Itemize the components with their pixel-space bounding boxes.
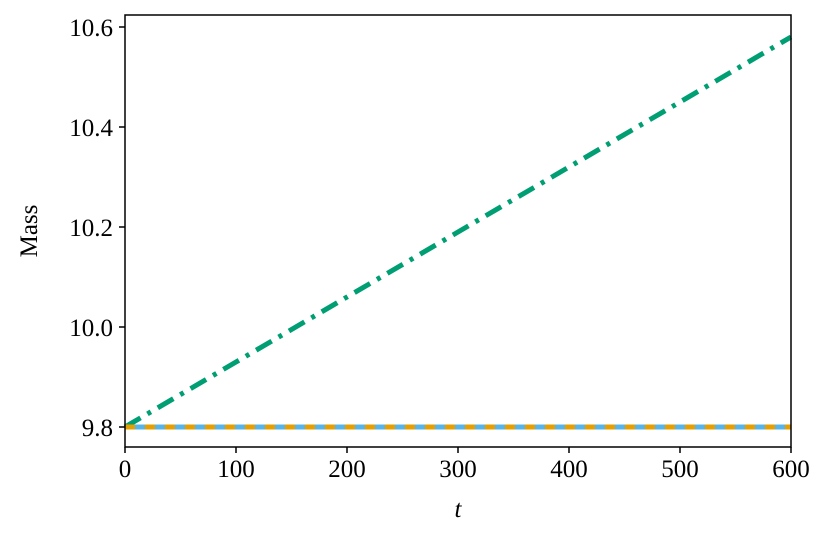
x-tick-label: 400 bbox=[550, 456, 588, 483]
x-axis-label: t bbox=[455, 496, 463, 523]
x-tick-label: 500 bbox=[661, 456, 699, 483]
data-line bbox=[123, 34, 793, 430]
x-tick-label: 300 bbox=[439, 456, 477, 483]
y-axis-label: Mass bbox=[16, 205, 43, 258]
x-tick-label: 100 bbox=[217, 456, 255, 483]
y-tick-label: 10.2 bbox=[69, 215, 113, 242]
y-tick-label: 10.6 bbox=[69, 15, 113, 42]
y-tick-label: 10.0 bbox=[69, 315, 113, 342]
x-tick-label: 600 bbox=[772, 456, 810, 483]
x-tick-label: 200 bbox=[328, 456, 366, 483]
x-tick-label: 0 bbox=[119, 456, 132, 483]
y-tick-label: 10.4 bbox=[69, 115, 113, 142]
y-tick-label: 9.8 bbox=[82, 415, 113, 442]
